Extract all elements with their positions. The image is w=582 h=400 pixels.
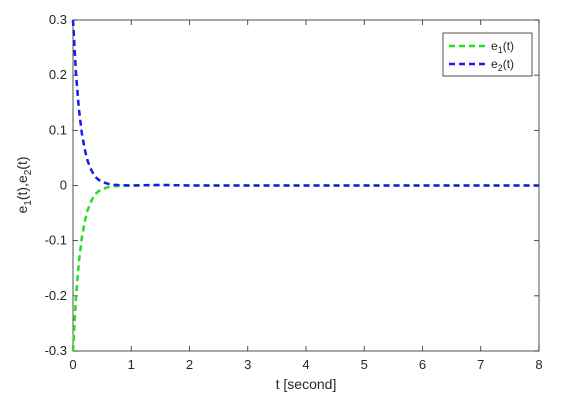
series-line-e2t — [71, 19, 539, 187]
x-tick-label: 2 — [186, 357, 193, 372]
legend: e1(t) e2(t) — [442, 32, 533, 77]
x-tick-label: 1 — [128, 357, 135, 372]
x-tick-label: 5 — [361, 357, 368, 372]
y-tick-label: 0.1 — [49, 122, 67, 137]
legend-label-e1: e1(t) — [491, 39, 514, 55]
y-tick-label: -0.1 — [45, 233, 67, 248]
x-axis-ticks: 0 1 2 3 4 5 6 7 8 — [69, 20, 543, 372]
y-axis-ticks: -0.3 -0.2 -0.1 0 0.1 0.2 0.3 — [45, 12, 539, 358]
x-tick-label: 6 — [419, 357, 426, 372]
y-tick-label: -0.2 — [45, 288, 67, 303]
y-tick-label: 0 — [60, 178, 67, 193]
series-lines — [71, 19, 539, 352]
y-tick-label: 0.2 — [49, 67, 67, 82]
x-tick-label: 0 — [69, 357, 76, 372]
y-tick-label: -0.3 — [45, 343, 67, 358]
x-tick-label: 4 — [302, 357, 309, 372]
x-tick-label: 8 — [535, 357, 542, 372]
legend-box — [442, 32, 533, 77]
x-tick-label: 3 — [244, 357, 251, 372]
y-axis-title: e1(t),e2(t) — [14, 156, 34, 213]
y-tick-label: 0.3 — [49, 12, 67, 27]
x-axis-title: t [second] — [276, 376, 337, 392]
legend-label-e2: e2(t) — [491, 57, 514, 73]
x-tick-label: 7 — [477, 357, 484, 372]
